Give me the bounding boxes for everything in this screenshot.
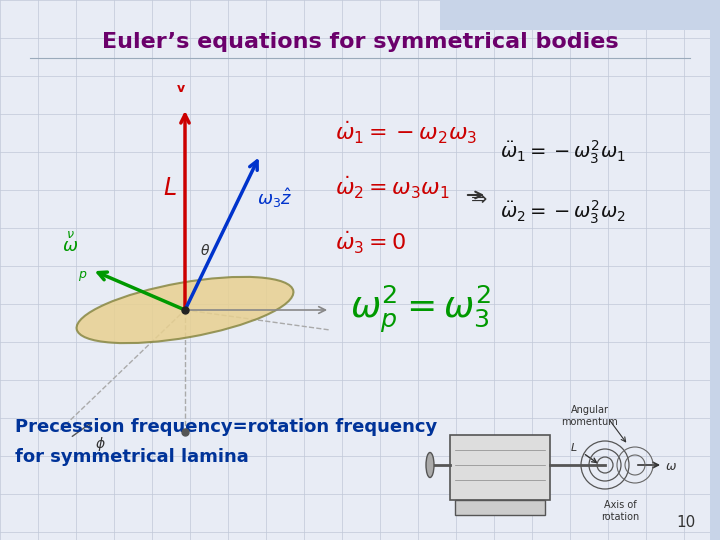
- Text: $\Rightarrow$: $\Rightarrow$: [467, 188, 488, 207]
- Text: Angular
momentum: Angular momentum: [562, 405, 618, 427]
- Text: $\dot{\omega}_2 = \omega_3\omega_1$: $\dot{\omega}_2 = \omega_3\omega_1$: [335, 174, 450, 200]
- Text: Axis of
rotation: Axis of rotation: [601, 500, 639, 522]
- Text: $\mathbf{v}$: $\mathbf{v}$: [176, 82, 186, 95]
- Text: Precession frequency=rotation frequency: Precession frequency=rotation frequency: [15, 418, 437, 436]
- Text: $L$: $L$: [163, 176, 176, 200]
- Text: $\ddot{\omega}_1 = -\omega_3^2\omega_1$: $\ddot{\omega}_1 = -\omega_3^2\omega_1$: [500, 138, 626, 166]
- FancyBboxPatch shape: [455, 500, 545, 515]
- Text: $\phi$: $\phi$: [94, 435, 105, 453]
- Text: for symmetrical lamina: for symmetrical lamina: [15, 448, 248, 466]
- Text: $p$: $p$: [78, 269, 87, 283]
- Text: $\ddot{\omega}_2 = -\omega_3^2\omega_2$: $\ddot{\omega}_2 = -\omega_3^2\omega_2$: [500, 198, 626, 226]
- Ellipse shape: [426, 453, 434, 477]
- Text: 10: 10: [677, 515, 696, 530]
- Text: $\omega$: $\omega$: [665, 461, 677, 474]
- Text: $\dot{\omega}_1 = -\omega_2\omega_3$: $\dot{\omega}_1 = -\omega_2\omega_3$: [335, 119, 477, 146]
- Bar: [440, 0, 720, 30]
- Text: $\theta$: $\theta$: [200, 243, 210, 258]
- FancyBboxPatch shape: [450, 435, 550, 500]
- Text: L: L: [571, 443, 577, 453]
- Text: $\dot{\omega}_3 = 0$: $\dot{\omega}_3 = 0$: [335, 229, 406, 255]
- Ellipse shape: [76, 277, 294, 343]
- Text: $\omega_3\hat{z}$: $\omega_3\hat{z}$: [257, 186, 292, 210]
- Bar: [710, 0, 720, 540]
- Text: $\overset{\nu}{\omega}$: $\overset{\nu}{\omega}$: [62, 232, 78, 256]
- Text: $\omega_p^2 = \omega_3^2$: $\omega_p^2 = \omega_3^2$: [350, 284, 490, 335]
- Text: Euler’s equations for symmetrical bodies: Euler’s equations for symmetrical bodies: [102, 32, 618, 52]
